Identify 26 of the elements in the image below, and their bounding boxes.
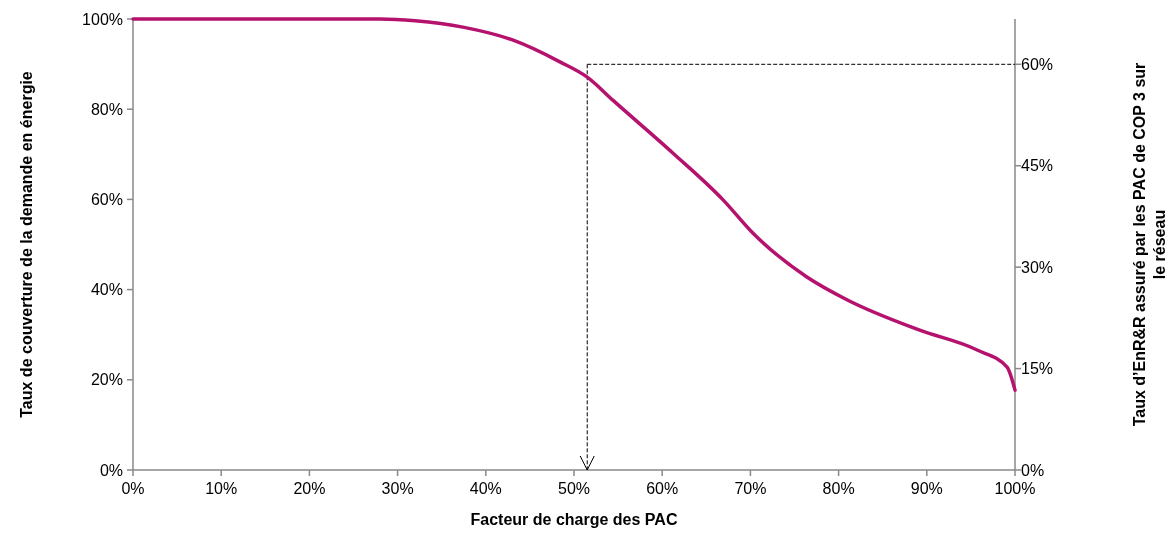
x-tick-label: 60% bbox=[646, 480, 679, 497]
x-tick-label: 0% bbox=[121, 480, 145, 497]
y2-tick-label: 0% bbox=[1021, 461, 1045, 479]
y-tick-label: 20% bbox=[90, 371, 123, 389]
y2-tick-label: 60% bbox=[1021, 55, 1054, 73]
y-tick-label: 80% bbox=[90, 100, 123, 118]
x-tick-label: 10% bbox=[205, 480, 238, 497]
line-series bbox=[131, 17, 1017, 392]
x-tick-label: 20% bbox=[293, 480, 326, 497]
y-tick-label: 0% bbox=[99, 461, 123, 479]
y-tick-label: 60% bbox=[90, 191, 123, 208]
x-tick-label: 30% bbox=[381, 480, 414, 497]
y2-tick-label: 15% bbox=[1021, 360, 1054, 378]
x-axis-title: Facteur de charge des PAC bbox=[470, 511, 678, 528]
y2-tick-label: 45% bbox=[1021, 157, 1054, 175]
y-tick-label: 40% bbox=[90, 281, 123, 299]
y-tick-label: 100% bbox=[82, 10, 123, 28]
y2-tick-label: 30% bbox=[1021, 258, 1054, 276]
x-tick-label: 100% bbox=[994, 480, 1036, 497]
y-axis-title: Taux de couverture de la demande en énergie bbox=[18, 71, 35, 418]
x-tick-label: 90% bbox=[910, 480, 943, 497]
y2-axis-title: Taux d’EnR&R assuré par les PAC de COP 3 sur le réseau bbox=[1131, 62, 1168, 427]
x-tick-label: 80% bbox=[822, 480, 855, 497]
x-tick-label: 50% bbox=[557, 480, 591, 497]
x-tick-label: 70% bbox=[734, 480, 767, 497]
x-tick-label: 40% bbox=[469, 480, 502, 497]
